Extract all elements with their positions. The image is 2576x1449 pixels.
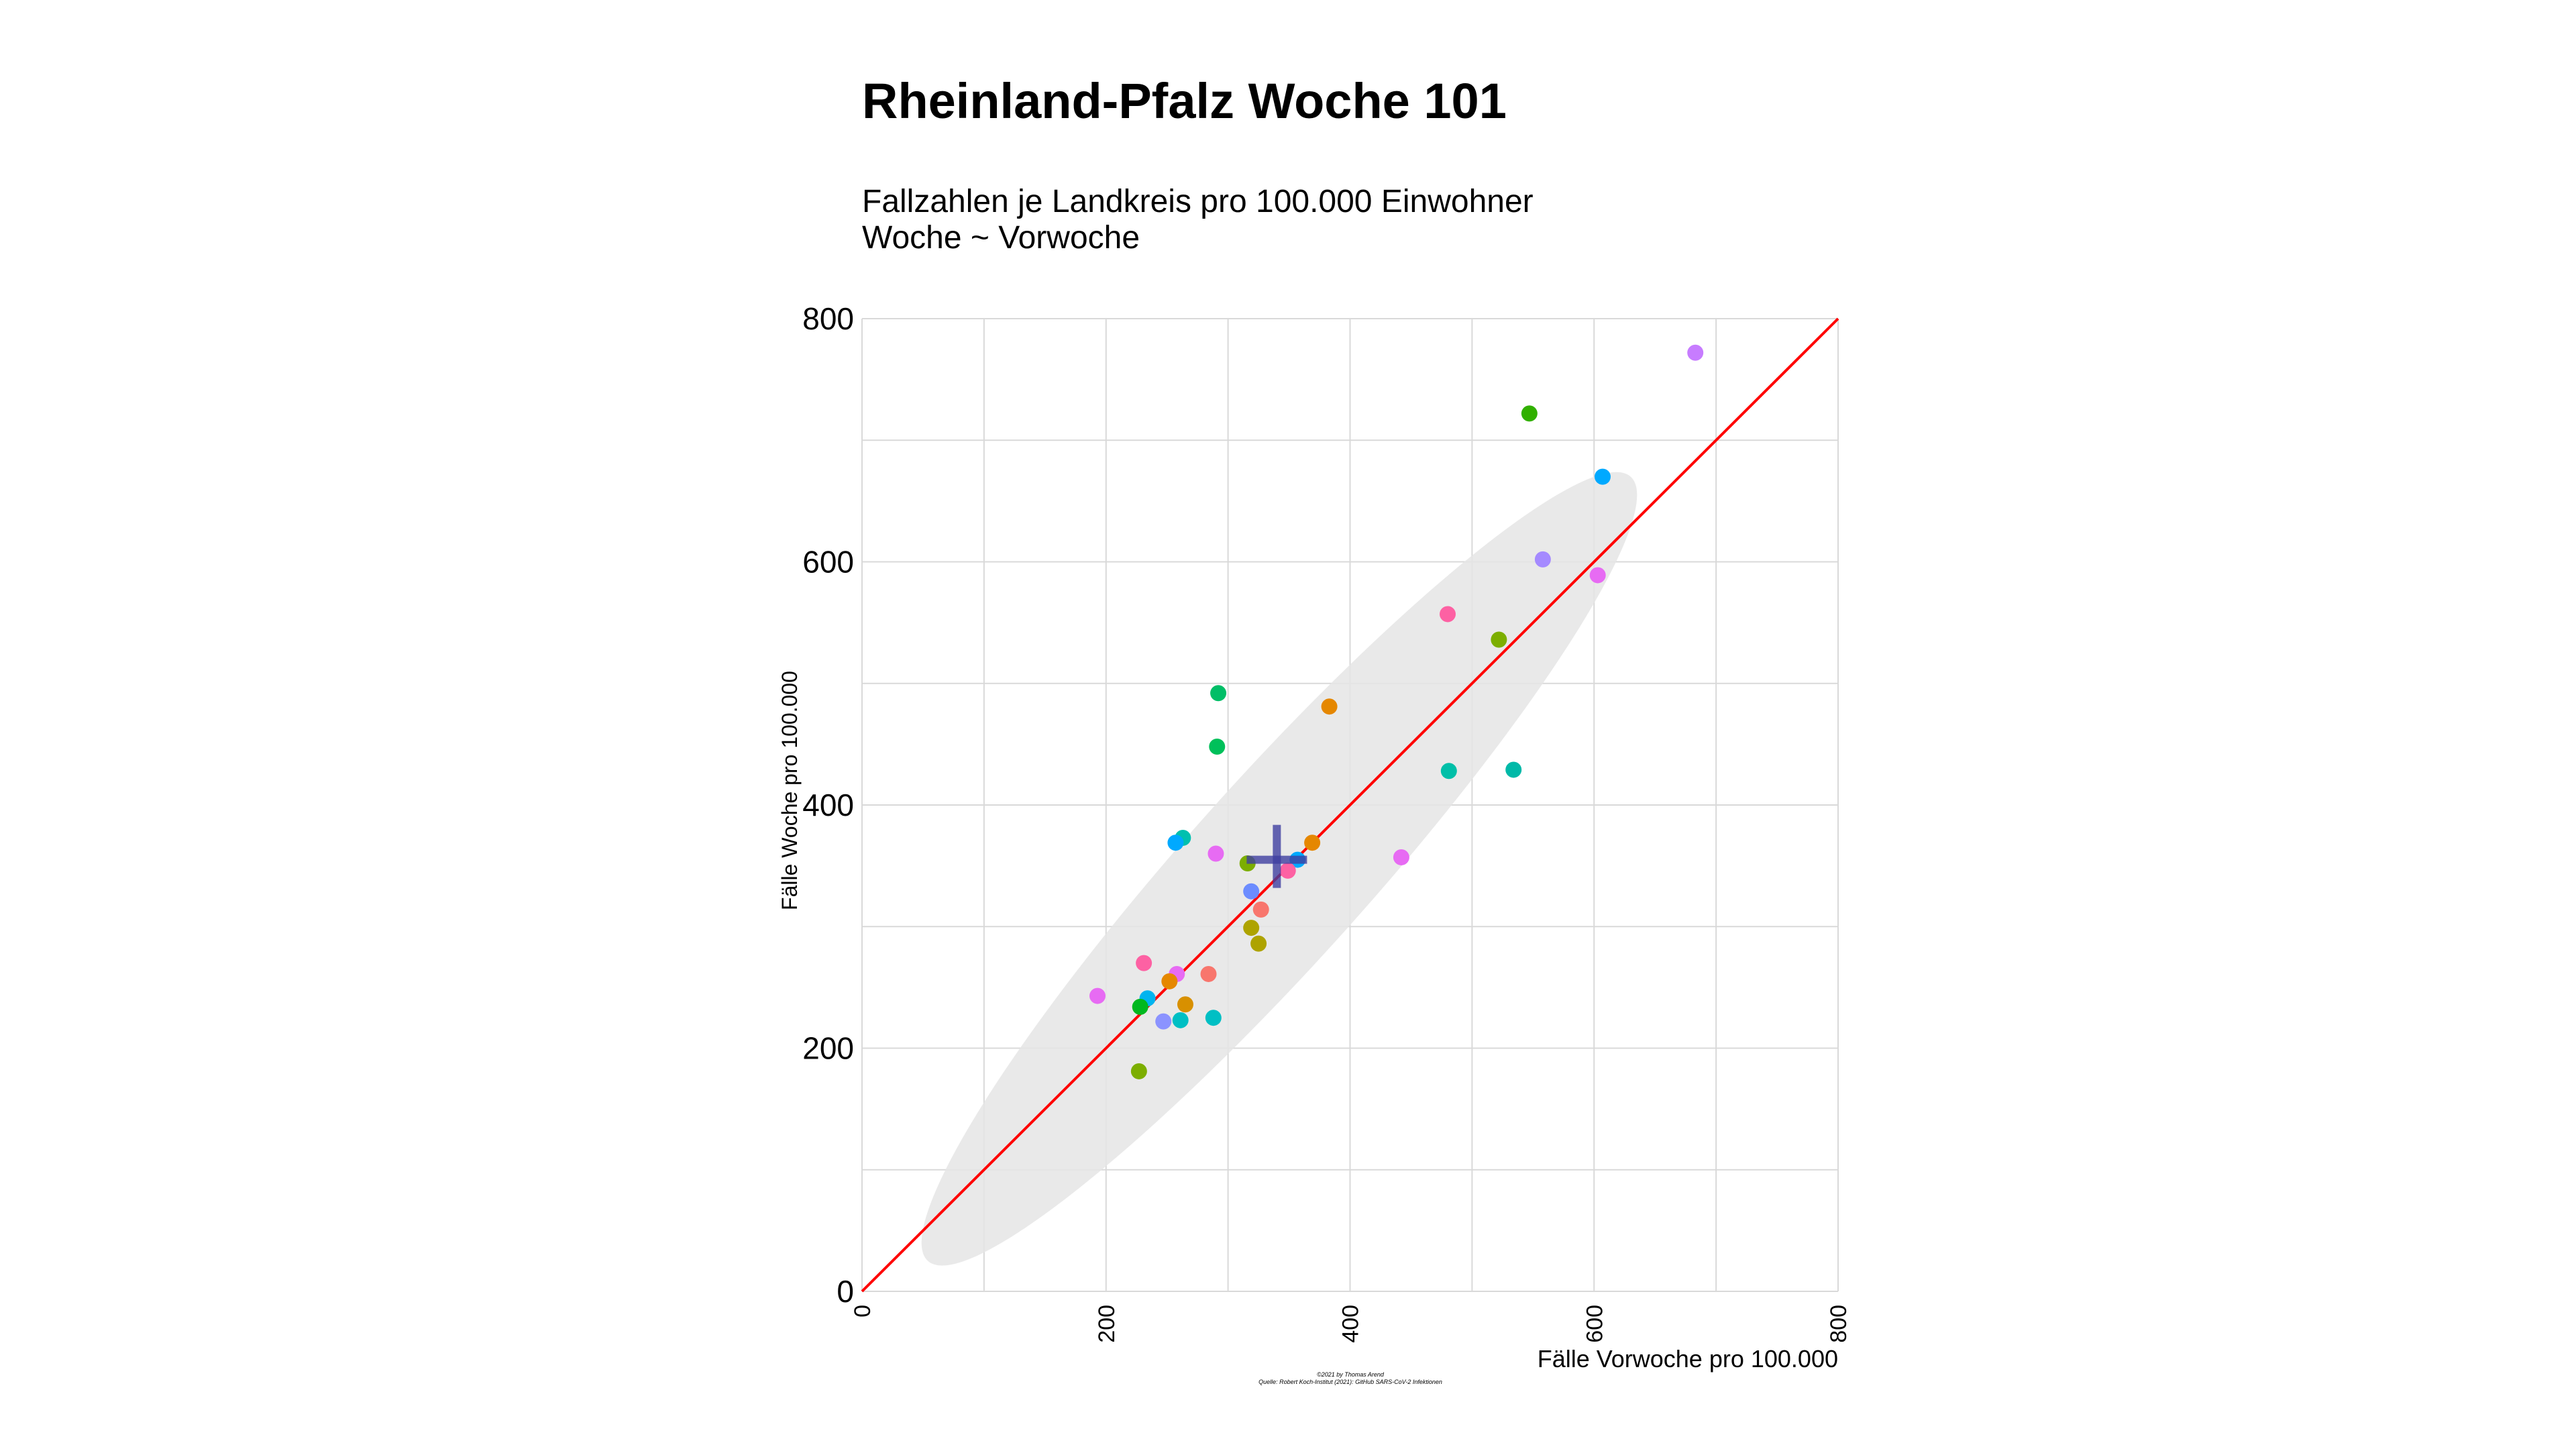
y-tick-label: 200: [802, 1031, 854, 1066]
data-point: [1167, 835, 1184, 851]
tick-labels: 0 200 400 600 800 0 200 400 600 800: [802, 301, 1851, 1343]
data-points: [1089, 344, 1704, 1079]
reference-line-layer: [861, 317, 1839, 1293]
data-point: [1594, 468, 1611, 485]
data-point: [1250, 935, 1267, 952]
data-point: [1155, 1013, 1172, 1030]
data-point: [1136, 955, 1152, 971]
data-point: [1130, 1063, 1147, 1079]
x-tick-label: 400: [1338, 1305, 1364, 1343]
data-point: [1589, 567, 1606, 584]
data-point: [1321, 698, 1338, 715]
caption-line-1: ©2021 by Thomas Arend: [1317, 1371, 1385, 1378]
data-point: [1089, 987, 1106, 1004]
data-point: [1505, 761, 1522, 778]
data-point: [1534, 551, 1551, 568]
data-point: [1205, 1010, 1222, 1026]
data-point: [1440, 763, 1457, 780]
chart-title: Rheinland-Pfalz Woche 101: [862, 73, 1507, 129]
data-point: [1243, 883, 1260, 900]
chart-subtitle-line-1: Fallzahlen je Landkreis pro 100.000 Einw…: [862, 184, 1534, 219]
data-point: [1491, 631, 1507, 648]
data-point: [1440, 606, 1456, 623]
data-point: [1209, 739, 1226, 755]
chart-subtitle-line-2: Woche ~ Vorwoche: [862, 220, 1140, 256]
y-tick-label: 0: [837, 1274, 854, 1309]
data-point: [1393, 849, 1409, 865]
y-tick-label: 600: [802, 545, 854, 580]
y-axis-label: Fälle Woche pro 100.000: [777, 671, 802, 910]
y-tick-label: 400: [802, 788, 854, 822]
data-point: [1252, 901, 1269, 918]
reference-line: [861, 317, 1839, 1293]
data-point: [1279, 862, 1296, 879]
x-tick-label: 600: [1582, 1305, 1607, 1343]
data-point: [1304, 835, 1321, 851]
data-point: [1161, 973, 1178, 989]
x-axis-label: Fälle Vorwoche pro 100.000: [1538, 1345, 1838, 1373]
x-tick-label: 800: [1826, 1305, 1851, 1343]
data-point: [1210, 685, 1227, 702]
data-point: [1177, 996, 1193, 1013]
caption-line-2: Quelle: Robert Koch-Institut (2021): Git…: [1258, 1379, 1442, 1385]
data-point: [1172, 1012, 1189, 1028]
data-point: [1243, 920, 1260, 936]
x-tick-label: 0: [850, 1305, 875, 1318]
data-point: [1132, 998, 1148, 1015]
data-point: [1208, 845, 1224, 862]
mean-marker-layer: [1246, 824, 1307, 888]
data-point: [1200, 965, 1217, 982]
data-point: [1687, 344, 1704, 361]
data-point: [1521, 405, 1538, 422]
y-tick-label: 800: [802, 301, 854, 336]
x-tick-label: 200: [1094, 1305, 1120, 1343]
